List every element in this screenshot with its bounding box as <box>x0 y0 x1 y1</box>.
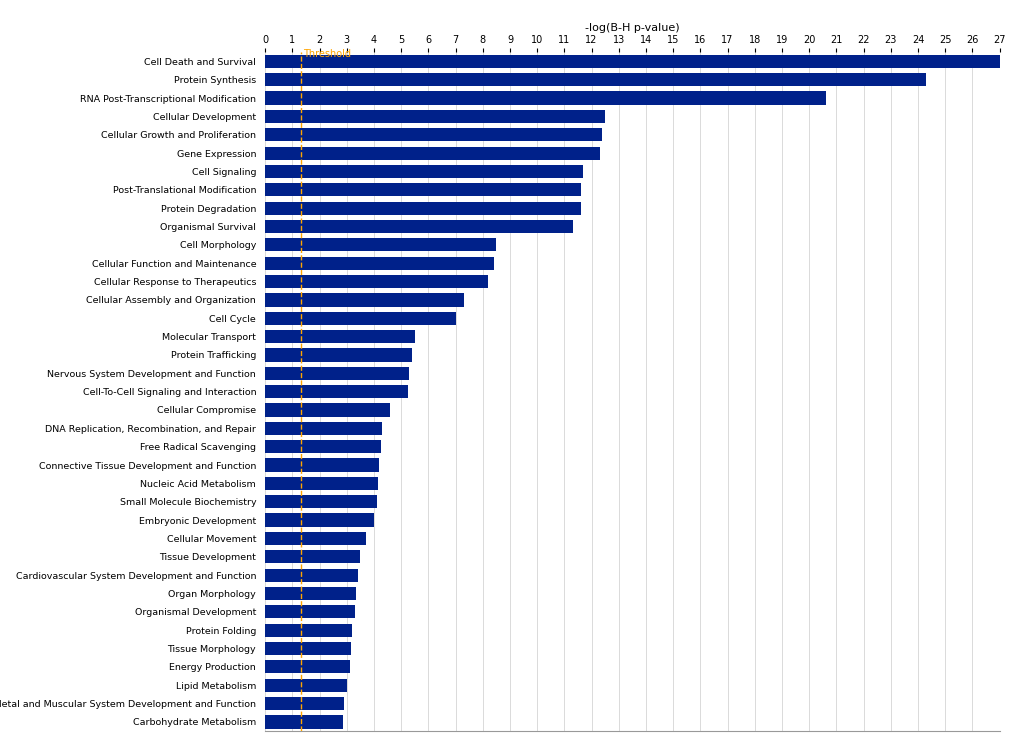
Bar <box>265 165 583 178</box>
Bar <box>265 513 374 527</box>
Bar <box>265 697 343 710</box>
Bar <box>265 220 572 233</box>
Bar <box>265 679 346 692</box>
Bar <box>265 642 351 655</box>
Bar <box>265 385 408 398</box>
Bar <box>265 128 602 142</box>
Bar <box>265 257 493 270</box>
Bar <box>265 459 379 471</box>
Bar <box>265 184 580 196</box>
Bar <box>265 73 925 87</box>
Bar <box>265 238 496 251</box>
Bar <box>265 532 366 545</box>
Bar <box>265 110 604 123</box>
Bar <box>265 587 356 600</box>
Bar <box>265 568 358 582</box>
Bar <box>265 312 455 325</box>
Bar <box>265 421 382 435</box>
X-axis label: -log(B-H p-value): -log(B-H p-value) <box>585 23 679 33</box>
Bar <box>265 550 360 563</box>
Bar <box>265 293 464 307</box>
Bar <box>265 624 352 637</box>
Bar <box>265 275 488 288</box>
Bar <box>265 477 378 490</box>
Bar <box>265 201 580 215</box>
Bar <box>265 440 380 454</box>
Bar <box>265 495 376 508</box>
Bar <box>265 330 415 343</box>
Bar <box>265 404 390 416</box>
Bar <box>265 367 409 380</box>
Bar <box>265 146 599 160</box>
Bar <box>265 715 342 729</box>
Bar <box>265 660 350 674</box>
Bar <box>265 54 1007 68</box>
Bar <box>265 605 355 618</box>
Bar <box>265 92 824 104</box>
Text: Threshold: Threshold <box>303 48 351 58</box>
Bar <box>265 348 412 362</box>
